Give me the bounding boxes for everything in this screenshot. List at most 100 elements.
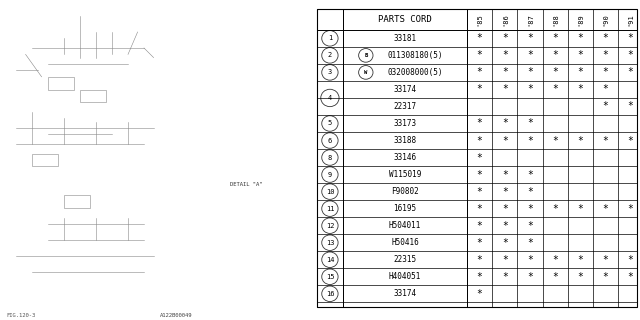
Text: *: *: [602, 272, 609, 282]
Text: 11: 11: [326, 206, 334, 212]
Text: '88: '88: [552, 13, 558, 26]
Text: 22315: 22315: [394, 255, 417, 264]
Text: *: *: [502, 136, 508, 146]
Text: *: *: [527, 170, 533, 180]
Text: *: *: [477, 204, 483, 214]
Text: *: *: [628, 204, 634, 214]
Text: *: *: [477, 255, 483, 265]
Text: 33174: 33174: [394, 85, 417, 94]
Text: *: *: [477, 136, 483, 146]
Text: *: *: [552, 50, 558, 60]
Text: 22317: 22317: [394, 102, 417, 111]
Text: *: *: [477, 33, 483, 43]
Text: '90: '90: [602, 13, 609, 26]
Text: 2: 2: [328, 52, 332, 58]
Text: *: *: [577, 255, 583, 265]
Text: *: *: [602, 84, 609, 94]
Text: *: *: [477, 238, 483, 248]
Text: *: *: [577, 84, 583, 94]
Text: *: *: [527, 68, 533, 77]
Text: *: *: [477, 289, 483, 299]
Text: 032008000(5): 032008000(5): [387, 68, 442, 77]
Text: *: *: [502, 272, 508, 282]
Text: '85: '85: [477, 13, 483, 26]
Text: *: *: [477, 272, 483, 282]
Text: 8: 8: [328, 155, 332, 161]
Text: 3: 3: [328, 69, 332, 76]
Text: 33146: 33146: [394, 153, 417, 162]
Text: 4: 4: [328, 95, 332, 101]
Text: 12: 12: [326, 223, 334, 229]
Text: *: *: [527, 238, 533, 248]
Bar: [32, 154, 58, 166]
Text: '91: '91: [628, 13, 634, 26]
Text: B: B: [364, 53, 367, 58]
Text: *: *: [502, 255, 508, 265]
Text: 011308180(5): 011308180(5): [387, 51, 442, 60]
Text: 15: 15: [326, 274, 334, 280]
Text: H404051: H404051: [389, 272, 421, 281]
Text: *: *: [577, 68, 583, 77]
Text: *: *: [477, 153, 483, 163]
Text: H504011: H504011: [389, 221, 421, 230]
Text: 33188: 33188: [394, 136, 417, 145]
Bar: [64, 195, 90, 208]
Text: 33173: 33173: [394, 119, 417, 128]
Text: '87: '87: [527, 13, 533, 26]
Text: 13: 13: [326, 240, 334, 246]
Text: *: *: [477, 84, 483, 94]
Text: *: *: [527, 187, 533, 196]
Text: *: *: [527, 136, 533, 146]
Text: *: *: [602, 68, 609, 77]
Text: *: *: [577, 136, 583, 146]
Text: *: *: [527, 84, 533, 94]
Text: DETAIL "A": DETAIL "A": [230, 181, 263, 187]
Text: 6: 6: [328, 138, 332, 144]
Text: *: *: [477, 170, 483, 180]
Text: *: *: [502, 187, 508, 196]
Text: *: *: [502, 238, 508, 248]
Text: *: *: [502, 204, 508, 214]
Text: *: *: [628, 33, 634, 43]
Text: *: *: [577, 33, 583, 43]
Bar: [80, 90, 106, 102]
Text: *: *: [552, 255, 558, 265]
Text: *: *: [628, 255, 634, 265]
Text: 33181: 33181: [394, 34, 417, 43]
Text: *: *: [628, 136, 634, 146]
Text: '89: '89: [577, 13, 583, 26]
Text: PARTS CORD: PARTS CORD: [378, 15, 432, 24]
Text: *: *: [477, 118, 483, 129]
Text: *: *: [577, 272, 583, 282]
Text: *: *: [502, 68, 508, 77]
Text: *: *: [527, 221, 533, 231]
Text: 16195: 16195: [394, 204, 417, 213]
Text: *: *: [502, 33, 508, 43]
Text: *: *: [628, 68, 634, 77]
Text: F90802: F90802: [391, 187, 419, 196]
Bar: [48, 77, 74, 90]
Text: *: *: [527, 33, 533, 43]
Text: *: *: [552, 68, 558, 77]
Text: *: *: [602, 101, 609, 111]
Text: *: *: [602, 136, 609, 146]
Text: 1: 1: [328, 35, 332, 41]
Text: W115019: W115019: [389, 170, 421, 179]
Text: *: *: [477, 221, 483, 231]
Text: '86: '86: [502, 13, 508, 26]
Text: *: *: [527, 50, 533, 60]
Text: *: *: [602, 50, 609, 60]
Text: *: *: [552, 272, 558, 282]
Text: *: *: [502, 118, 508, 129]
Text: *: *: [628, 101, 634, 111]
Text: *: *: [477, 187, 483, 196]
Text: *: *: [552, 84, 558, 94]
Text: W: W: [364, 70, 367, 75]
Text: *: *: [628, 50, 634, 60]
Text: *: *: [602, 204, 609, 214]
Text: 14: 14: [326, 257, 334, 263]
Text: *: *: [502, 50, 508, 60]
Text: 33174: 33174: [394, 289, 417, 298]
Text: 16: 16: [326, 291, 334, 297]
Text: *: *: [602, 33, 609, 43]
